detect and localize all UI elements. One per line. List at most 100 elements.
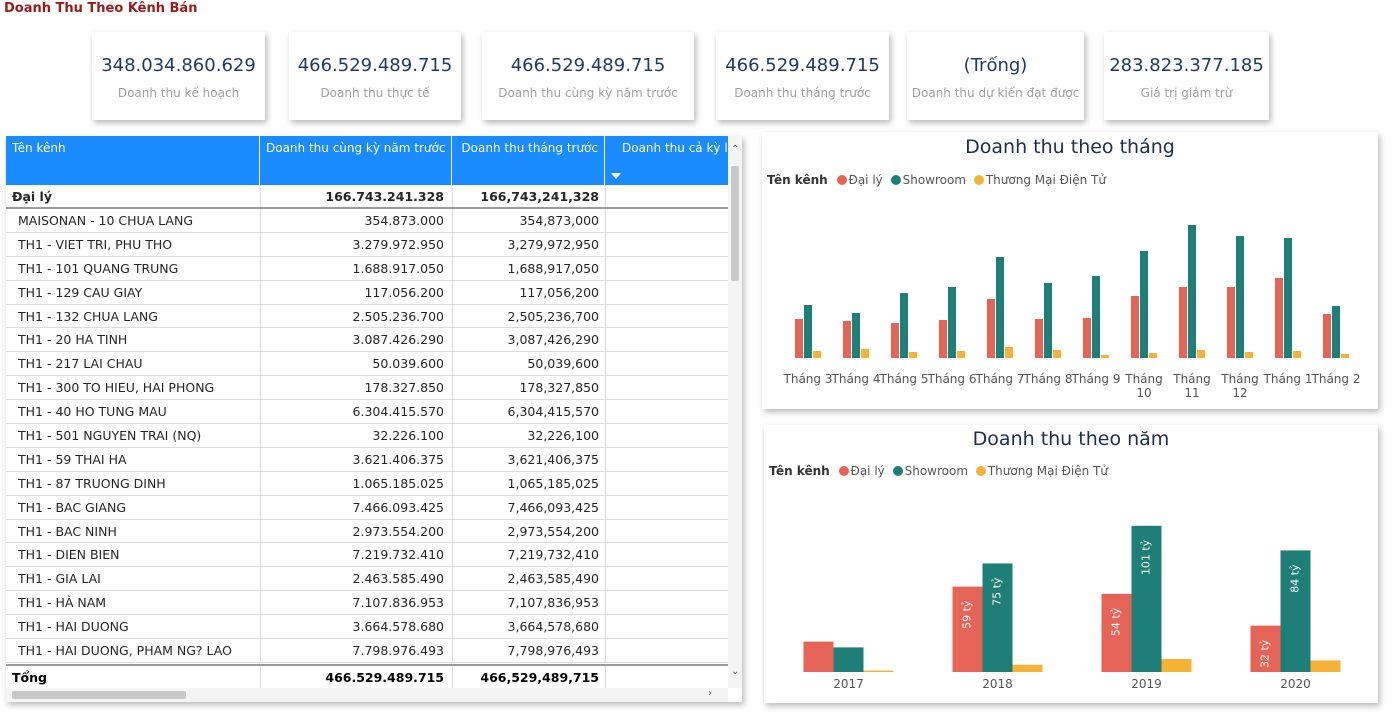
bar-thương-mại-điện-tử-2018[interactable] <box>1012 664 1043 672</box>
legend-item-showroom[interactable]: Showroom <box>890 173 966 187</box>
cell-prev-month: 166,743,241,328 <box>452 185 599 207</box>
legend-item-showroom[interactable]: Showroom <box>892 464 968 478</box>
yearly-chart-plot[interactable]: 2017 59 tỷ 75 tỷ 2018 54 tỷ 101 tỷ 2019 32 tỷ 84… <box>764 425 1378 703</box>
yearly-revenue-chart[interactable]: Doanh thu theo năm Tên kênh Đại lý Showr… <box>764 425 1378 703</box>
horizontal-scroll-thumb[interactable] <box>12 691 186 699</box>
bar-showroom-tháng-7[interactable] <box>996 257 1004 358</box>
horizontal-scrollbar[interactable]: › <box>6 688 728 702</box>
bar-thương-mại-điện-tử-tháng-11[interactable] <box>1197 350 1205 358</box>
bar-đại-lý-tháng-12[interactable] <box>1227 287 1235 358</box>
bar-showroom-tháng-1[interactable] <box>1284 238 1292 358</box>
bar-showroom-tháng-6[interactable] <box>948 287 956 358</box>
table-row[interactable]: TH1 - 20 HA TINH 3.087.426.290 3,087,426,2… <box>6 328 728 353</box>
bar-thương-mại-điện-tử-tháng-9[interactable] <box>1101 355 1109 358</box>
table-row[interactable]: TH1 - 300 TO HIEU, HAI PHONG 178.327.850 1… <box>6 376 728 401</box>
vertical-scrollbar[interactable]: ⌃ ⌄ <box>728 136 742 688</box>
bar-showroom-2019[interactable] <box>1131 525 1162 672</box>
table-row[interactable]: TH1 - 501 NGUYEN TRAI (NQ) 32.226.100 32,2… <box>6 424 728 448</box>
bar-đại-lý-tháng-5[interactable] <box>891 323 899 358</box>
bar-thương-mại-điện-tử-tháng-5[interactable] <box>909 352 917 358</box>
kpi-card-prev-month-revenue[interactable]: 466.529.489.715 Doanh thu tháng trước <box>716 32 889 120</box>
bar-thương-mại-điện-tử-tháng-1[interactable] <box>1293 351 1301 358</box>
bar-đại-lý-tháng-1[interactable] <box>1275 278 1283 358</box>
bar-đại-lý-tháng-8[interactable] <box>1035 319 1043 358</box>
table-row[interactable]: TH1 - GIA LAI 2.463.585.490 2,463,585,490 <box>6 567 728 592</box>
bar-thương-mại-điện-tử-2020[interactable] <box>1310 660 1341 672</box>
bar-thương-mại-điện-tử-tháng-8[interactable] <box>1053 350 1061 358</box>
bar-đại-lý-tháng-9[interactable] <box>1083 318 1091 358</box>
bar-showroom-tháng-12[interactable] <box>1236 236 1244 358</box>
table-row[interactable]: TH1 - 129 CAU GIAY 117.056.200 117,056,200 <box>6 280 728 305</box>
bar-đại-lý-2018[interactable] <box>952 586 983 672</box>
bar-đại-lý-tháng-6[interactable] <box>939 320 947 358</box>
bar-đại-lý-tháng-2[interactable] <box>1323 314 1331 358</box>
bar-đại-lý-tháng-4[interactable] <box>843 321 851 358</box>
column-header-prev-year[interactable]: Doanh thu cùng kỳ năm trước <box>260 136 452 185</box>
data-label: 59 tỷ <box>961 600 974 629</box>
table-row[interactable]: TH1 - HAI DUONG, PHAM NG? LAO 7.798.976.4… <box>6 639 728 663</box>
bar-showroom-2018[interactable] <box>982 563 1013 672</box>
column-header-channel-name[interactable]: Tên kênh <box>6 136 260 185</box>
bar-thương-mại-điện-tử-tháng-10[interactable] <box>1149 353 1157 358</box>
bar-showroom-tháng-10[interactable] <box>1140 251 1148 358</box>
column-header-prev-month[interactable]: Doanh thu tháng trước <box>452 136 605 185</box>
revenue-by-channel-table[interactable]: Tên kênh Doanh thu cùng kỳ năm trước Doa… <box>6 136 742 702</box>
scroll-right-icon[interactable]: › <box>708 688 712 699</box>
bar-đại-lý-tháng-11[interactable] <box>1179 287 1187 358</box>
table-row[interactable]: TH1 - DIEN BIEN 7.219.732.410 7,219,732,41… <box>6 543 728 568</box>
kpi-card-planned-revenue[interactable]: 348.034.860.629 Doanh thu kế hoạch <box>92 32 265 120</box>
table-row[interactable]: TH1 - 59 THAI HA 3.621.406.375 3,621,406,3… <box>6 447 728 472</box>
legend-item-tmdt[interactable]: Thương Mại Điện Tử <box>975 464 1108 478</box>
kpi-card-prev-year-revenue[interactable]: 466.529.489.715 Doanh thu cùng kỳ năm tr… <box>482 32 694 120</box>
table-row[interactable]: TH1 - 40 HO TUNG MAU 6.304.415.570 6,304,4… <box>6 400 728 425</box>
bar-showroom-tháng-8[interactable] <box>1044 283 1052 358</box>
table-row[interactable]: TH1 - HÀ NAM 7.107.836.953 7,107,836,953 <box>6 591 728 616</box>
table-row[interactable]: MAISONAN - 10 CHUA LANG 354.873.000 354,87… <box>6 209 728 233</box>
scroll-down-icon[interactable]: ⌄ <box>731 666 740 677</box>
bar-showroom-2020[interactable] <box>1280 550 1311 672</box>
bar-thương-mại-điện-tử-tháng-2[interactable] <box>1341 354 1349 358</box>
bar-đại-lý-tháng-7[interactable] <box>987 299 995 358</box>
bar-đại-lý-tháng-3[interactable] <box>795 319 803 358</box>
bar-showroom-tháng-2[interactable] <box>1332 306 1340 358</box>
kpi-card-actual-revenue[interactable]: 466.529.489.715 Doanh thu thực tế <box>289 32 461 120</box>
bar-thương-mại-điện-tử-tháng-4[interactable] <box>861 349 869 358</box>
bar-showroom-tháng-4[interactable] <box>852 313 860 358</box>
bar-thương-mại-điện-tử-tháng-6[interactable] <box>957 351 965 358</box>
legend-item-dai-ly[interactable]: Đại lý <box>836 173 883 187</box>
bar-showroom-tháng-5[interactable] <box>900 293 908 358</box>
kpi-card-expected-revenue[interactable]: (Trống) Doanh thu dự kiến đạt được <box>907 32 1084 120</box>
vertical-scroll-thumb[interactable] <box>731 166 739 281</box>
bar-đại-lý-2017[interactable] <box>803 641 834 672</box>
legend-item-tmdt[interactable]: Thương Mại Điện Tử <box>973 173 1106 187</box>
legend-item-dai-ly[interactable]: Đại lý <box>838 464 885 478</box>
bar-showroom-2017[interactable] <box>833 647 864 672</box>
bar-thương-mại-điện-tử-tháng-12[interactable] <box>1245 352 1253 358</box>
monthly-revenue-chart[interactable]: Doanh thu theo tháng Tên kênh Đại lý Sho… <box>762 132 1378 409</box>
scroll-up-icon[interactable]: ⌃ <box>731 144 740 155</box>
bar-thương-mại-điện-tử-2019[interactable] <box>1161 658 1192 672</box>
table-row[interactable]: TH1 - BAC GIANG 7.466.093.425 7,466,093,42… <box>6 495 728 520</box>
bar-đại-lý-tháng-10[interactable] <box>1131 296 1139 358</box>
table-group-row[interactable]: Đại lý 166.743.241.328 166,743,241,328 <box>6 185 728 209</box>
cell-prev-year: 1.688.917.050 <box>260 256 446 280</box>
kpi-card-deduction-value[interactable]: 283.823.377.185 Giá trị giảm trừ <box>1104 32 1269 120</box>
table-row[interactable]: TH1 - BAC NINH 2.973.554.200 2,973,554,200 <box>6 519 728 544</box>
bar-thương-mại-điện-tử-2017[interactable] <box>863 670 894 672</box>
bar-thương-mại-điện-tử-tháng-7[interactable] <box>1005 347 1013 358</box>
bar-showroom-tháng-9[interactable] <box>1092 276 1100 358</box>
table-row[interactable]: TH1 - 132 CHUA LANG 2.505.236.700 2,505,23… <box>6 304 728 329</box>
sort-descending-icon[interactable] <box>611 173 621 179</box>
bar-đại-lý-2019[interactable] <box>1101 593 1132 672</box>
bar-thương-mại-điện-tử-tháng-3[interactable] <box>813 351 821 358</box>
bar-showroom-tháng-3[interactable] <box>804 305 812 358</box>
table-row[interactable]: TH1 - 217 LAI CHAU 50.039.600 50,039,600 <box>6 352 728 377</box>
table-row[interactable]: TH1 - 101 QUANG TRUNG 1.688.917.050 1,688,… <box>6 256 728 281</box>
bar-showroom-tháng-11[interactable] <box>1188 225 1196 358</box>
bar-đại-lý-2020[interactable] <box>1250 625 1281 672</box>
table-row[interactable]: TH1 - VIET TRI, PHU THO 3.279.972.950 3,27… <box>6 232 728 257</box>
table-row[interactable]: TH1 - 87 TRUONG DINH 1.065.185.025 1,065,1… <box>6 471 728 496</box>
table-row[interactable]: TH1 - HAI DUONG 3.664.578.680 3,664,578,68… <box>6 615 728 640</box>
monthly-chart-plot[interactable]: Tháng 3 Tháng 4 Tháng 5 Tháng 6 Tháng 7 Tháng… <box>762 132 1378 409</box>
column-header-full-period[interactable]: Doanh thu cả kỳ liền <box>622 141 728 155</box>
